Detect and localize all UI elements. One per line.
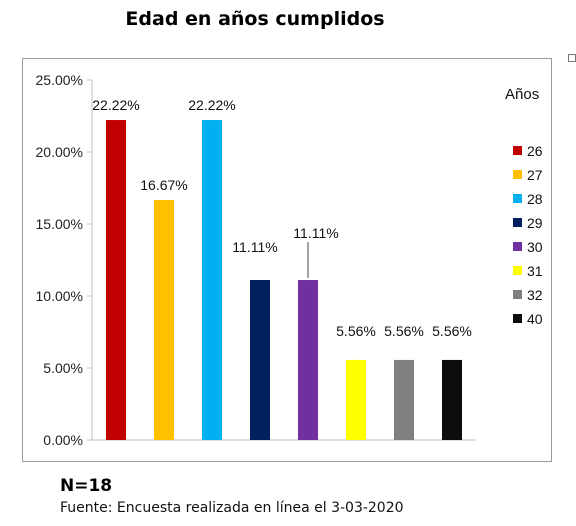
bar <box>250 280 270 440</box>
y-tick-label: 10.00% <box>36 288 83 304</box>
bar <box>106 120 126 441</box>
legend-swatch <box>513 170 522 179</box>
data-label: 5.56% <box>432 323 472 339</box>
legend-label: 26 <box>527 143 543 159</box>
data-label: 22.22% <box>188 97 235 113</box>
legend-swatch <box>513 194 522 203</box>
legend-swatch <box>513 290 522 299</box>
data-label: 5.56% <box>336 323 376 339</box>
legend-swatch <box>513 266 522 275</box>
bar <box>154 199 174 440</box>
legend-title: Años <box>505 86 539 103</box>
y-tick-label: 20.00% <box>36 144 83 160</box>
y-tick-label: 25.00% <box>36 72 83 88</box>
legend-label: 31 <box>527 263 543 279</box>
legend-label: 28 <box>527 191 543 207</box>
y-tick-label: 15.00% <box>36 216 83 232</box>
legend-label: 30 <box>527 239 543 255</box>
data-label: 11.11% <box>232 239 277 255</box>
legend-swatch <box>513 314 522 323</box>
y-tick-label: 5.00% <box>43 360 83 376</box>
data-label: 11.11% <box>293 225 338 241</box>
legend-label: 40 <box>527 311 543 327</box>
bar <box>346 359 366 440</box>
source-note: Fuente: Encuesta realizada en línea el 3… <box>60 500 404 516</box>
legend-swatch <box>513 242 522 251</box>
legend-label: 32 <box>527 287 543 303</box>
data-label: 5.56% <box>384 323 424 339</box>
data-label: 22.22% <box>92 97 139 113</box>
data-label: 16.67% <box>140 177 187 193</box>
legend-swatch <box>513 146 522 155</box>
sample-size: N=18 <box>60 476 113 496</box>
chart-title: Edad en años cumplidos <box>125 8 385 30</box>
bar <box>202 120 222 441</box>
legend-label: 29 <box>527 215 543 231</box>
resize-handle-icon[interactable] <box>568 54 576 62</box>
legend-label: 27 <box>527 167 543 183</box>
bar <box>298 280 318 440</box>
y-tick-label: 0.00% <box>43 432 83 448</box>
bar <box>442 359 462 440</box>
bar <box>394 359 414 440</box>
legend-swatch <box>513 218 522 227</box>
